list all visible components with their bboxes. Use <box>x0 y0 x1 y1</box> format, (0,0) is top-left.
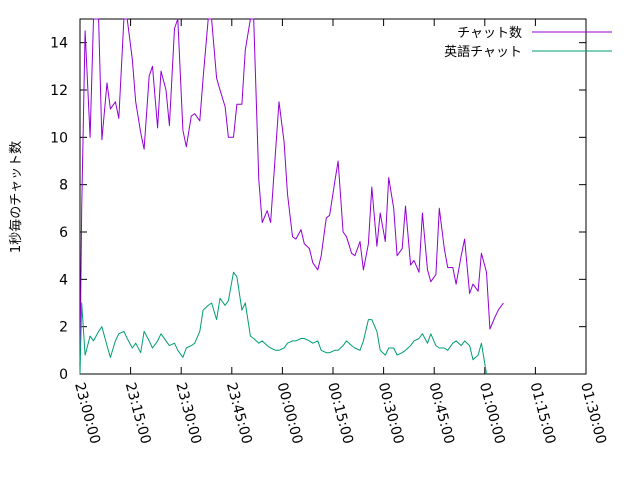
y-tick-label: 14 <box>50 36 68 52</box>
x-tick-label: 01:30:00 <box>577 381 609 446</box>
legend-label-english-chat: 英語チャット <box>444 44 522 60</box>
series-lines <box>79 18 504 375</box>
y-tick-label: 2 <box>59 320 68 336</box>
y-tick-label: 0 <box>59 367 68 383</box>
y-axis-label: 1秒毎のチャット数 <box>8 141 24 253</box>
series-line-chat-count <box>79 18 504 363</box>
x-tick-label: 00:15:00 <box>324 381 356 446</box>
legend: チャット数 英語チャット <box>444 26 612 60</box>
x-axis-ticks: 23:00:00 23:15:00 23:30:00 23:45:00 00:00:00… <box>71 19 609 446</box>
series-line-english-chat <box>79 271 487 375</box>
x-tick-label: 00:45:00 <box>425 381 457 446</box>
x-tick-label: 23:30:00 <box>172 381 204 446</box>
y-tick-label: 6 <box>59 225 68 241</box>
y-tick-label: 10 <box>50 130 68 146</box>
x-tick-label: 23:45:00 <box>223 381 255 446</box>
x-tick-label: 23:15:00 <box>122 381 154 446</box>
y-axis-ticks: 0 2 4 6 8 10 12 14 <box>50 36 586 383</box>
y-tick-label: 8 <box>59 178 68 194</box>
x-tick-label: 00:30:00 <box>375 381 407 446</box>
y-tick-label: 12 <box>50 83 68 99</box>
x-tick-label: 01:00:00 <box>476 381 508 446</box>
x-tick-label: 23:00:00 <box>71 381 103 446</box>
x-tick-label: 01:15:00 <box>527 381 559 446</box>
y-tick-label: 4 <box>59 272 68 288</box>
legend-label-chat-count: チャット数 <box>457 26 522 41</box>
x-tick-label: 00:00:00 <box>274 381 306 446</box>
